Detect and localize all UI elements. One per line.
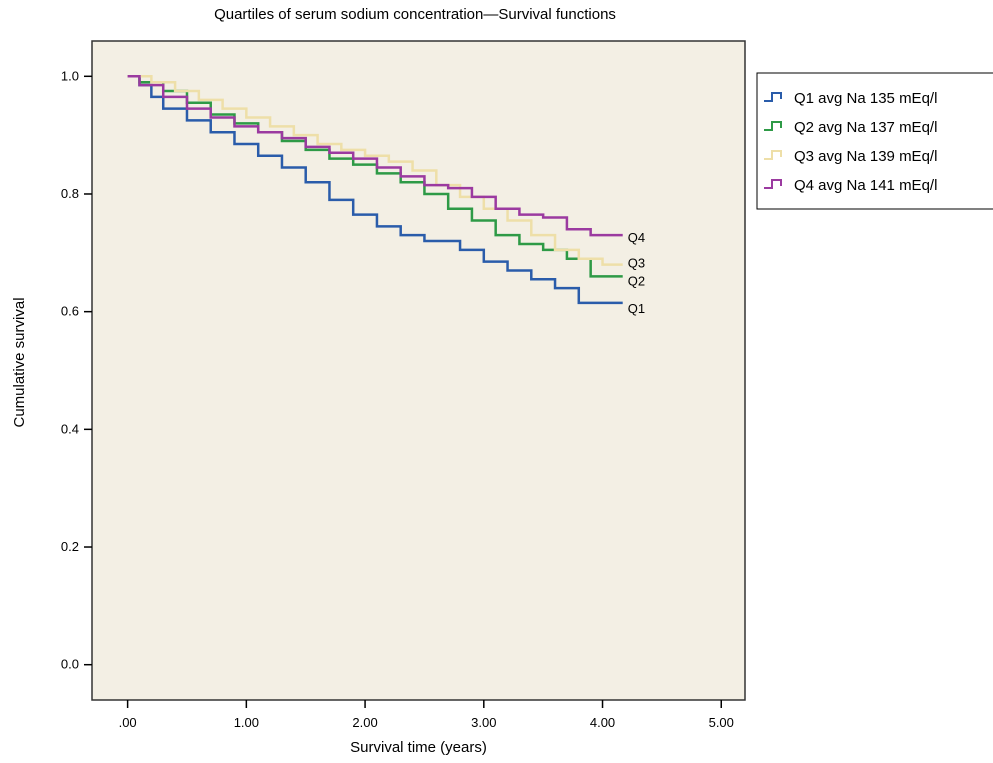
- y-tick-label: 0.8: [61, 186, 79, 201]
- legend-swatch: [764, 179, 782, 189]
- y-tick-label: 0.0: [61, 657, 79, 672]
- legend-swatch: [764, 150, 782, 160]
- y-tick-label: 0.4: [61, 421, 79, 436]
- x-tick-label: 1.00: [234, 715, 259, 730]
- x-tick-label: 2.00: [352, 715, 377, 730]
- legend-item-label: Q2 avg Na 137 mEq/l: [794, 119, 937, 136]
- y-axis: 0.0 0.2 0.4 0.6 0.8 1.0: [61, 68, 92, 672]
- x-axis: .00 1.00 2.00 3.00 4.00 5.00: [119, 700, 734, 730]
- chart-title: Quartiles of serum sodium concentration—…: [214, 6, 616, 23]
- x-tick-label: 4.00: [590, 715, 615, 730]
- series-line-q3: [127, 75, 623, 266]
- legend: Q1 avg Na 135 mEq/l Q2 avg Na 137 mEq/l Q3…: [756, 72, 993, 210]
- y-tick-label: 0.2: [61, 539, 79, 554]
- end-label-q4: Q4: [628, 230, 645, 245]
- y-tick-label: 1.0: [61, 68, 79, 83]
- x-tick-label: 5.00: [709, 715, 734, 730]
- x-tick-label: 3.00: [471, 715, 496, 730]
- legend-item-label: Q1 avg Na 135 mEq/l: [794, 90, 937, 107]
- end-label-q2: Q2: [628, 273, 645, 288]
- end-labels: Q1 Q2 Q3 Q4: [628, 230, 645, 316]
- series-layer: [127, 75, 623, 305]
- legend-swatch: [764, 121, 782, 131]
- legend-swatch: [764, 92, 782, 102]
- legend-box: [756, 72, 993, 210]
- series-line-q2: [127, 75, 623, 278]
- legend-item-label: Q4 avg Na 141 mEq/l: [794, 177, 937, 194]
- end-label-q3: Q3: [628, 256, 645, 271]
- y-tick-label: 0.6: [61, 304, 79, 319]
- x-tick-label: .00: [119, 715, 137, 730]
- x-axis-title: Survival time (years): [350, 739, 487, 756]
- series-line-q4: [127, 75, 623, 237]
- y-axis-title: Cumulative survival: [11, 297, 28, 427]
- legend-item-label: Q3 avg Na 139 mEq/l: [794, 148, 937, 165]
- plot-area: [91, 40, 746, 701]
- end-label-q1: Q1: [628, 301, 645, 316]
